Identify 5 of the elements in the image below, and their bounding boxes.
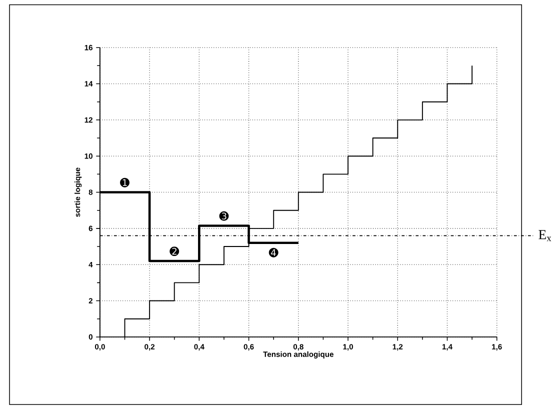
ref-line-label: E$_{x}$ [538,230,552,242]
annotation: ➊ [120,178,130,188]
annotation: ➍ [268,248,278,258]
annotation: ➋ [170,246,180,256]
annotation: ➌ [219,211,229,221]
